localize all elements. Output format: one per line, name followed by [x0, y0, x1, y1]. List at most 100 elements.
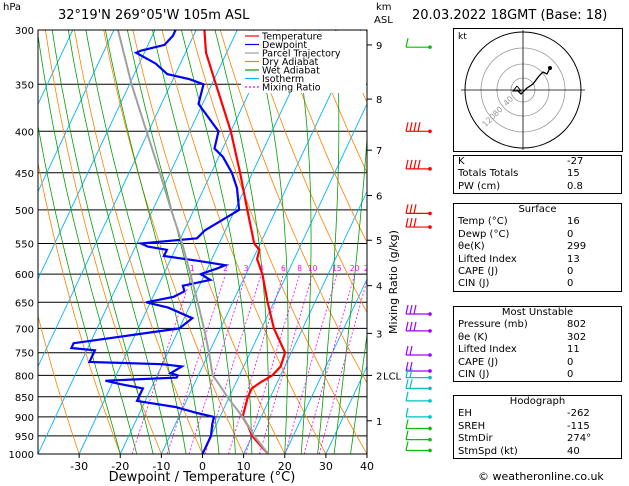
km-tick-label: 2: [376, 371, 382, 382]
surface-row: Lifted Index 13: [454, 254, 621, 266]
legend-label: Mixing Ratio: [262, 83, 321, 94]
wind-barb-flag: [405, 122, 409, 132]
plot-frame: [37, 29, 368, 455]
most-unstable-table: Most Unstable Pressure (mb) 802 θe (K) 302 L…: [453, 306, 622, 383]
wind-barb-dot: [428, 211, 432, 216]
hodograph-stat-label: StmSpd (kt): [458, 445, 518, 457]
mixing-ratio-line: [303, 273, 356, 454]
mixing-ratio-label: 20: [350, 264, 360, 273]
wind-barb-flag: [409, 345, 413, 356]
pressure-tick-label: 450: [15, 169, 34, 180]
unstable-label: Lifted Index: [458, 344, 517, 356]
km-tick-label: 8: [376, 95, 382, 106]
wet-adiabat-line: [214, 30, 270, 454]
wet-adiabat-line: [252, 30, 289, 454]
index-value: 0.8: [567, 180, 583, 192]
wind-barb-flag: [405, 204, 409, 214]
unstable-row: θe (K) 302: [454, 332, 621, 344]
location-title: 32°19'N 269°05'W 105m ASL: [58, 8, 250, 23]
dry-adiabat-line: [219, 30, 367, 384]
wind-barb-flag: [405, 441, 409, 451]
wind-barb-flag: [405, 368, 409, 378]
mixing-ratio-label: 25: [364, 264, 374, 273]
wind-barb-dot: [428, 399, 432, 403]
unstable-value: 0: [567, 369, 574, 381]
wet-adiabat-line: [67, 30, 170, 454]
unstable-row: Lifted Index 11: [454, 344, 621, 356]
wind-barb-flag: [409, 217, 413, 228]
mixing-ratio-line: [259, 273, 313, 454]
x-tick-label: 20: [278, 460, 292, 473]
x-tick-label: 30: [319, 460, 333, 473]
km-tick-label: 9: [376, 41, 382, 52]
wind-barb-dot: [428, 312, 432, 316]
wind-barb-dot: [428, 426, 432, 431]
mixing-ratio-axis-label: Mixing Ratio (g/kg): [387, 230, 400, 334]
mixing-ratio-label: 1: [190, 264, 195, 273]
unstable-value: 11: [567, 344, 580, 356]
surface-value: 13: [567, 253, 580, 265]
hodograph-stat-label: EH: [458, 408, 472, 420]
mixing-ratio-label: 6: [281, 264, 286, 273]
unstable-value: 0: [567, 356, 574, 368]
wind-barb-flag: [409, 204, 413, 214]
surface-label: CIN (J): [458, 278, 490, 290]
wind-barb-flag: [409, 368, 413, 378]
wind-barb-flag: [405, 391, 409, 402]
wind-barb-flag: [405, 407, 409, 418]
isotherm-line: [38, 30, 115, 193]
wind-barb-flag: [409, 122, 413, 132]
wind-barb-flag: [409, 159, 413, 169]
copyright-footer[interactable]: © weatheronline.co.uk: [478, 470, 604, 483]
pressure-tick-label: 400: [15, 127, 34, 138]
wind-barb-flag: [405, 419, 409, 429]
surface-value: 0: [567, 278, 574, 290]
index-label: PW (cm): [458, 180, 501, 192]
x-tick-label: -20: [111, 460, 129, 473]
wind-barb-flag: [409, 361, 413, 372]
wind-barb-flag: [405, 379, 409, 389]
wet-adiabat-line: [152, 30, 236, 454]
legend-label: Dewpoint: [262, 40, 307, 51]
wind-barb-flag: [405, 217, 409, 228]
wind-barb-flag: [417, 122, 421, 132]
wind-barb-flag: [413, 204, 417, 214]
surface-label: θe(K): [458, 241, 485, 253]
storm-motion-marker: [511, 85, 523, 92]
legend-label: Isotherm: [262, 74, 304, 85]
x-axis-label: Dewpoint / Temperature (°C): [109, 470, 296, 485]
wind-barb-dot: [428, 225, 432, 229]
km-tick-label: 7: [376, 146, 382, 157]
surface-label: CAPE (J): [458, 266, 499, 278]
pressure-tick-label: 900: [15, 413, 34, 424]
hodograph-table: Hodograph EH -262 SREH -115 StmDir 274° StmSpd…: [453, 395, 622, 460]
wind-barb-dot: [428, 375, 432, 380]
dewpoint-line: [69, 30, 241, 454]
legend-label: Wet Adiabat: [262, 66, 320, 77]
wind-barb-flag: [409, 304, 413, 315]
dry-adiabat-line: [38, 161, 121, 454]
unstable-label: Pressure (mb): [458, 319, 528, 331]
hodograph-stat-value: 40: [567, 445, 580, 457]
wet-adiabat-line: [127, 30, 220, 454]
temperature-line: [203, 30, 287, 454]
dry-adiabat-line: [249, 30, 367, 314]
surface-table: Surface Temp (°C) 16 Dewp (°C) 0 θe(K) 299 Lif…: [453, 203, 622, 292]
wind-barb-flag: [405, 38, 409, 48]
hodograph-stat-row: SREH -115: [454, 421, 621, 433]
wet-adiabat-line: [38, 123, 121, 454]
mixing-ratio-line: [131, 273, 193, 454]
surface-row: CIN (J) 0: [454, 278, 621, 290]
wind-barb-flag: [413, 217, 417, 228]
isotherm-line: [325, 365, 367, 454]
wind-barb-flag: [405, 159, 409, 169]
wind-barb-dot: [428, 353, 432, 357]
surface-value: 0: [567, 266, 574, 278]
hodograph-stat-row: StmSpd (kt) 40: [454, 446, 621, 458]
unstable-row: CIN (J) 0: [454, 369, 621, 381]
pressure-tick-label: 750: [15, 349, 34, 360]
mixing-ratio-label: 15: [332, 264, 342, 273]
legend-label: Parcel Trajectory: [262, 49, 341, 60]
dry-adiabat-line: [395, 30, 440, 454]
hodograph-stat-value: -115: [567, 420, 590, 432]
